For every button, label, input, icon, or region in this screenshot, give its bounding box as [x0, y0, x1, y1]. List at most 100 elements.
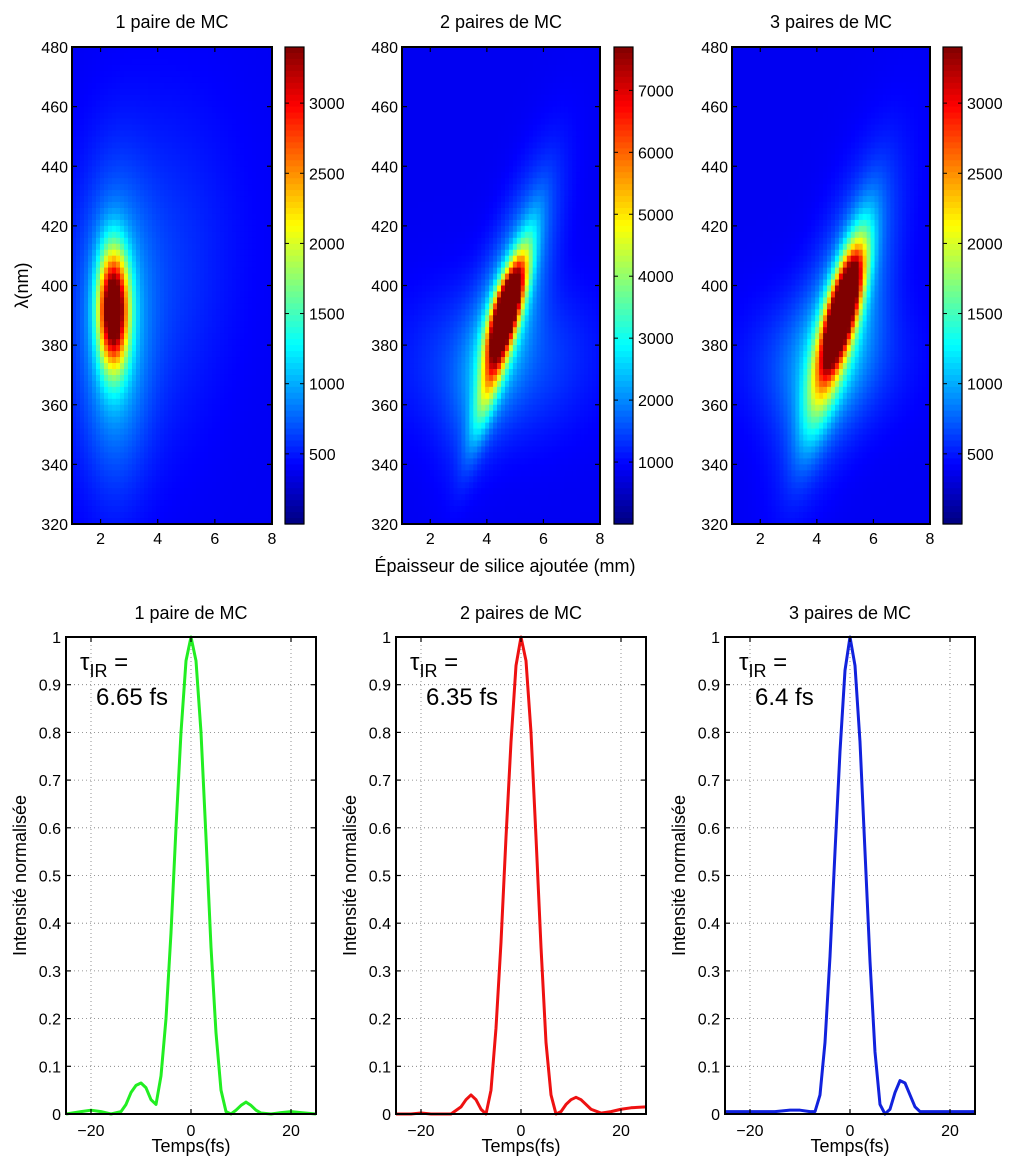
heatmap-cell: [433, 410, 439, 418]
heatmap-cell: [252, 225, 257, 233]
heatmap-cell: [100, 219, 105, 227]
heatmap-cell: [80, 219, 85, 227]
heatmap-cell: [196, 434, 201, 442]
heatmap-cell: [168, 357, 173, 364]
heatmap-cell: [92, 386, 97, 394]
heatmap-cell: [409, 219, 415, 227]
heatmap-cell: [140, 231, 145, 239]
heatmap-cell: [429, 452, 435, 460]
heatmap-cell: [132, 196, 137, 203]
heatmap-cell: [208, 148, 213, 155]
heatmap-cell: [429, 148, 435, 155]
heatmap-cell: [216, 506, 221, 513]
heatmap-cell: [128, 225, 133, 233]
heatmap-cell: [405, 88, 411, 96]
heatmap-cell: [124, 410, 129, 418]
heatmap-cell: [248, 464, 253, 471]
heatmap-cell: [172, 172, 177, 179]
heatmap-cell: [425, 494, 431, 501]
heatmap-cell: [180, 112, 185, 120]
heatmap-cell: [409, 345, 415, 352]
heatmap-cell: [220, 422, 225, 430]
heatmap-cell: [144, 94, 149, 102]
heatmap-cell: [268, 363, 272, 370]
heatmap-cell: [260, 88, 265, 96]
heatmap-cell: [196, 202, 201, 209]
heatmap-cell: [144, 482, 149, 489]
heatmap-cell: [437, 112, 443, 120]
heatmap-cell: [429, 136, 435, 143]
heatmap-cell: [84, 452, 89, 460]
heatmap-cell: [429, 112, 435, 120]
heatmap-cell: [224, 273, 229, 281]
heatmap-cell: [413, 452, 419, 460]
heatmap-cell: [433, 506, 439, 513]
heatmap-cell: [148, 297, 153, 304]
heatmap-cell: [268, 249, 272, 257]
heatmap-cell: [220, 345, 225, 352]
heatmap-cell: [441, 327, 447, 334]
heatmap-cell: [136, 196, 141, 203]
heatmap-cell: [244, 374, 249, 382]
heatmap-cell: [417, 76, 423, 84]
heatmap-cell: [96, 464, 101, 471]
heatmap-cell: [176, 404, 181, 412]
heatmap-cell: [409, 261, 415, 269]
heatmap-cell: [208, 190, 213, 197]
heatmap-cell: [144, 213, 149, 221]
heatmap-cell: [260, 327, 265, 334]
heatmap-cell: [228, 219, 233, 227]
heatmap-cell: [100, 410, 105, 418]
heatmap-cell: [232, 273, 237, 281]
heatmap-cell: [437, 452, 443, 460]
heatmap-cell: [417, 231, 423, 239]
heatmap-cell: [172, 398, 177, 406]
heatmap-cell: [172, 142, 177, 149]
heatmap-cell: [80, 380, 85, 388]
heatmap-cell: [220, 410, 225, 418]
heatmap-cell: [200, 357, 205, 364]
heatmap-cell: [421, 506, 427, 513]
heatmap-cell: [124, 166, 129, 173]
heatmap-cell: [212, 452, 217, 460]
heatmap-cell: [192, 297, 197, 304]
heatmap-cell: [264, 512, 269, 519]
heatmap-cell: [76, 166, 81, 173]
heatmap-cell: [140, 237, 145, 245]
heatmap-cell: [248, 118, 253, 126]
heatmap-cell: [204, 106, 209, 114]
heatmap-cell: [180, 494, 185, 501]
heatmap-cell: [124, 470, 129, 477]
heatmap-cell: [168, 213, 173, 221]
heatmap-cell: [232, 219, 237, 227]
heatmap-cell: [240, 130, 245, 138]
heatmap-cell: [405, 506, 411, 513]
heatmap-cell: [132, 231, 137, 239]
heatmap-cell: [252, 100, 257, 108]
heatmap-cell: [212, 404, 217, 412]
x-tick-label: 6: [210, 531, 219, 548]
heatmap-cell: [425, 398, 431, 406]
heatmap-cell: [224, 285, 229, 293]
heatmap-cell: [236, 446, 241, 454]
heatmap-cell: [425, 506, 431, 513]
heatmap-cell: [160, 213, 165, 221]
heatmap-cell: [264, 327, 269, 334]
heatmap-cell: [425, 64, 431, 72]
heatmap-cell: [152, 374, 157, 382]
heatmap-cell: [180, 166, 185, 173]
heatmap-cell: [220, 130, 225, 138]
heatmap-cell: [228, 142, 233, 149]
heatmap-cell: [92, 482, 97, 489]
heatmap-cell: [402, 440, 407, 448]
heatmap-cell: [260, 267, 265, 275]
heatmap-cell: [156, 106, 161, 114]
heatmap-cell: [72, 94, 77, 102]
heatmap-cell: [413, 321, 419, 328]
heatmap-cell: [200, 124, 205, 132]
heatmap-cell: [84, 398, 89, 406]
heatmap-cell: [405, 76, 411, 84]
heatmap-cell: [176, 518, 181, 524]
heatmap-cell: [196, 476, 201, 483]
heatmap-cell: [172, 410, 177, 418]
